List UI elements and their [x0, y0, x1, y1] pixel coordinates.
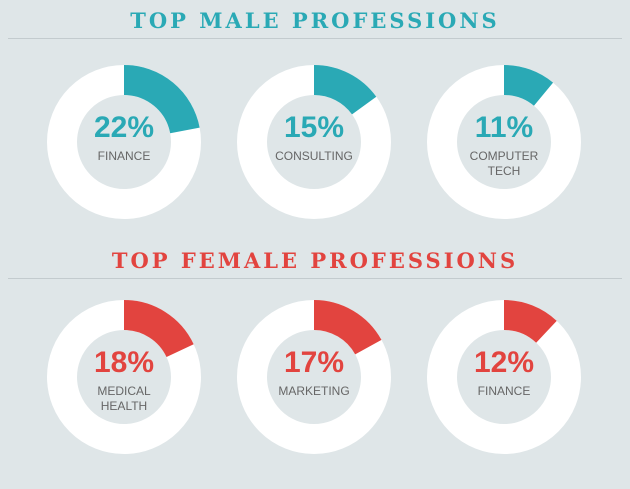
donut-segment	[123, 65, 200, 134]
category-label: MEDICAL HEALTH	[97, 384, 151, 413]
donut-segment	[503, 300, 557, 344]
value-label: 12%	[473, 346, 535, 379]
donut-segment	[503, 65, 554, 107]
donut-segment	[123, 300, 194, 358]
value-label: 11%	[474, 111, 534, 144]
donut-segment	[313, 300, 382, 355]
section-title: TOP MALE PROFESSIONS	[130, 8, 500, 33]
category-label: COMPUTER TECH	[469, 149, 539, 178]
value-label: 18%	[93, 346, 155, 379]
value-label: 17%	[283, 346, 345, 379]
section-title: TOP FEMALE PROFESSIONS	[111, 248, 519, 273]
category-label: FINANCE	[477, 384, 531, 398]
category-label: FINANCE	[97, 149, 151, 163]
value-label: 22%	[93, 111, 155, 144]
value-label: 15%	[283, 111, 345, 144]
donut-segment	[313, 65, 377, 115]
category-label: CONSULTING	[275, 149, 353, 163]
divider	[8, 38, 622, 39]
category-label: MARKETING	[278, 384, 350, 398]
divider	[8, 278, 622, 279]
